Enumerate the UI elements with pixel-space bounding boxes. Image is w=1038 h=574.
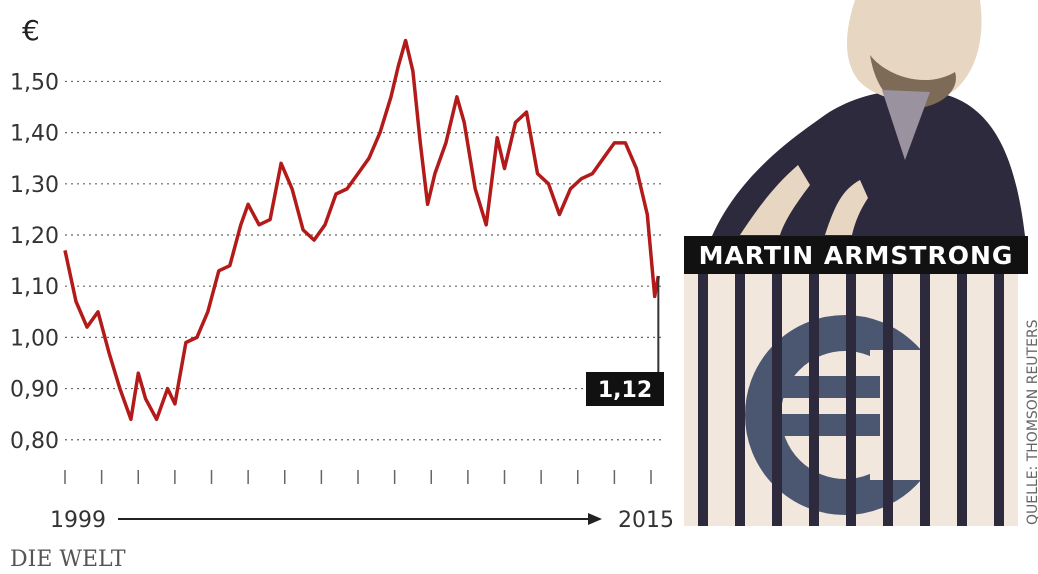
x-tick-marks [64,470,652,484]
portrait-name: MARTIN ARMSTRONG [699,241,1014,270]
die-welt-logo: DIE WELT [10,547,126,572]
jail-bar [846,274,856,526]
portrait-illustration: MARTIN ARMSTRONG [684,0,1028,274]
y-tick-label: 1,40 [10,122,59,147]
jail-bar [920,274,930,526]
latest-value-label: 1,12 [598,378,652,403]
jail-bar [772,274,782,526]
line-series-group [63,38,661,422]
y-tick-label: 0,80 [10,429,59,454]
jail-bar [735,274,745,526]
jail-bar [809,274,819,526]
y-tick-label: 1,30 [10,173,59,198]
x-start-label: 1999 [50,508,106,533]
euro-jail-graphic [684,274,1018,526]
y-unit-symbol: € [22,14,40,47]
y-tick-label: 0,90 [10,378,59,403]
latest-value-badge [586,372,664,406]
jail-bar [698,274,708,526]
y-tick-label: 1,50 [10,70,59,95]
jail-bar [994,274,1004,526]
logo-text: DIE WELT [10,547,126,572]
gridlines [65,80,662,441]
jail-bar [957,274,967,526]
source-credit: QUELLE: THOMSON REUTERS [1025,319,1038,525]
y-tick-label: 1,20 [10,224,59,249]
y-tick-labels: 0,80 0,90 1,00 1,10 1,20 1,30 1,40 1,50 [10,70,59,453]
timeline-arrow-head [588,513,602,525]
jail-bars [698,274,1004,526]
x-end-label: 2015 [618,508,674,533]
series-line [63,38,661,422]
y-tick-label: 1,10 [10,275,59,300]
y-tick-label: 1,00 [10,326,59,351]
jail-bar [883,274,893,526]
